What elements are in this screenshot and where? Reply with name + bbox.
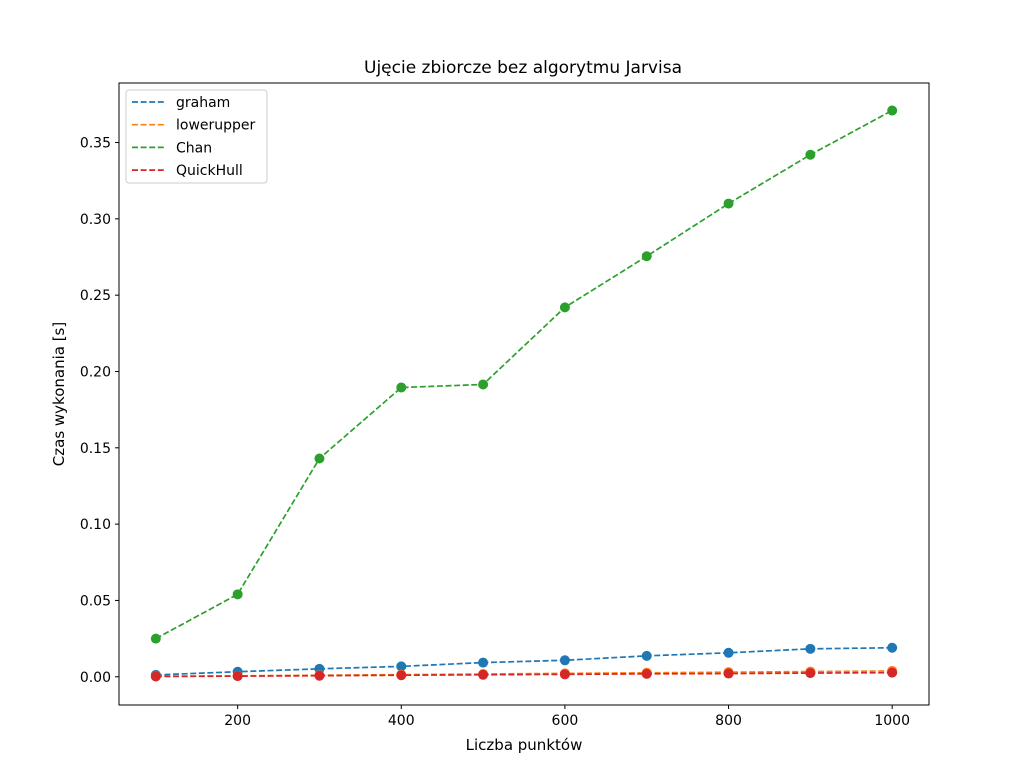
series-QuickHull — [150, 667, 898, 682]
data-point-QuickHull — [887, 667, 898, 678]
data-point-Chan — [150, 633, 161, 644]
data-point-Chan — [478, 379, 489, 390]
x-tick-label: 600 — [552, 713, 579, 729]
data-point-Chan — [641, 251, 652, 262]
data-point-Chan — [232, 589, 243, 600]
data-point-Chan — [396, 382, 407, 393]
y-tick-label: 0.05 — [80, 593, 111, 609]
y-tick-label: 0.10 — [80, 517, 111, 533]
y-axis-label: Czas wykonania [s] — [50, 322, 68, 466]
data-point-QuickHull — [150, 671, 161, 682]
x-tick-label: 400 — [388, 713, 415, 729]
legend-label-Chan: Chan — [176, 140, 212, 156]
axis-ticks: 200 400 600 800 1000 0.00 0.05 0.10 0.15 0.20 0.25… — [80, 136, 910, 729]
data-point-graham — [641, 650, 652, 661]
plot-series — [150, 105, 898, 682]
x-tick-label: 200 — [224, 713, 251, 729]
y-tick-label: 0.15 — [80, 441, 111, 457]
data-point-graham — [396, 661, 407, 672]
legend-label-QuickHull: QuickHull — [176, 163, 243, 179]
data-point-graham — [805, 643, 816, 654]
x-axis-label: Liczba punktów — [466, 736, 583, 754]
data-point-Chan — [559, 302, 570, 313]
data-point-QuickHull — [805, 668, 816, 679]
y-tick-label: 0.00 — [80, 670, 111, 686]
data-point-QuickHull — [559, 669, 570, 680]
data-point-QuickHull — [723, 668, 734, 679]
y-tick-label: 0.25 — [80, 288, 111, 304]
data-point-Chan — [723, 198, 734, 209]
x-tick-label: 1000 — [874, 713, 910, 729]
legend: graham lowerupper Chan QuickHull — [125, 89, 268, 184]
y-tick-label: 0.20 — [80, 364, 111, 380]
series-line-Chan — [155, 109, 893, 640]
data-point-QuickHull — [396, 670, 407, 681]
data-point-Chan — [314, 453, 325, 464]
series-line-graham — [155, 646, 893, 676]
data-point-QuickHull — [641, 668, 652, 679]
data-point-Chan — [805, 149, 816, 160]
legend-label-lowerupper: lowerupper — [176, 118, 256, 134]
y-tick-label: 0.35 — [80, 136, 111, 152]
data-point-QuickHull — [314, 670, 325, 681]
data-point-Chan — [887, 105, 898, 116]
legend-box — [125, 89, 268, 184]
y-tick-label: 0.30 — [80, 212, 111, 228]
data-point-graham — [478, 657, 489, 668]
data-point-QuickHull — [232, 671, 243, 682]
series-Chan — [150, 105, 898, 644]
data-point-graham — [887, 642, 898, 653]
data-point-graham — [723, 647, 734, 658]
legend-label-graham: graham — [176, 95, 230, 111]
data-point-graham — [559, 655, 570, 666]
x-tick-label: 800 — [715, 713, 742, 729]
data-point-QuickHull — [478, 669, 489, 680]
plot-area-frame — [118, 82, 930, 706]
series-line-QuickHull — [155, 671, 893, 678]
chart-title: Ujęcie zbiorcze bez algorytmu Jarvisa — [364, 58, 682, 78]
